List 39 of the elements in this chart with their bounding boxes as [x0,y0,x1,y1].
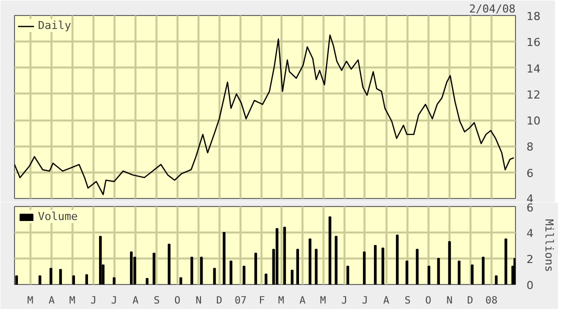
y-tick-label: 6 [526,202,534,214]
x-tick-label: O [174,296,180,306]
line-series [14,34,514,196]
x-tick-label: N [196,296,202,306]
x-tick-label: M [320,296,326,306]
x-tick-label: S [404,296,411,306]
y-tick-label: 10 [526,114,540,128]
x-tick-label: M [278,296,284,306]
x-tick-label: D [216,296,222,306]
x-tick-label: A [383,296,390,306]
x-tick-label: A [48,296,55,306]
x-tick-label: O [425,296,432,306]
x-tick-label: N [446,296,453,306]
x-tick-label: A [299,296,306,306]
y-tick-label: 2 [526,253,534,266]
x-tick-label: 08 [485,296,498,306]
x-tick-label: A [132,296,138,306]
annotation: 2/04/08 [469,2,516,16]
legend-label: Daily [38,19,72,32]
x-tick-label: J [111,296,118,306]
x-tick-label: M [69,296,76,306]
y-tick-label: 14 [526,62,540,76]
y-tick-label: 8 [526,140,534,154]
y-axis-title: Millions [542,219,556,272]
x-tick-label: D [467,296,474,306]
y-tick-label: 6 [526,166,534,180]
x-tick-label: S [154,296,160,306]
x-tick-label: F [258,296,265,306]
x-tick-label: 07 [234,296,247,306]
x-tick-label: J [341,296,348,306]
y-tick-label: 4 [526,227,534,240]
y-tick-label: 16 [526,36,540,50]
legend-label: Volume [38,210,78,223]
x-tick-label: J [90,296,97,306]
y-tick-label: 12 [526,88,540,102]
y-tick-label: 0 [526,279,534,292]
x-tick-label: J [362,296,368,306]
x-tick-label: M [27,296,34,306]
y-tick-label: 18 [526,10,540,23]
